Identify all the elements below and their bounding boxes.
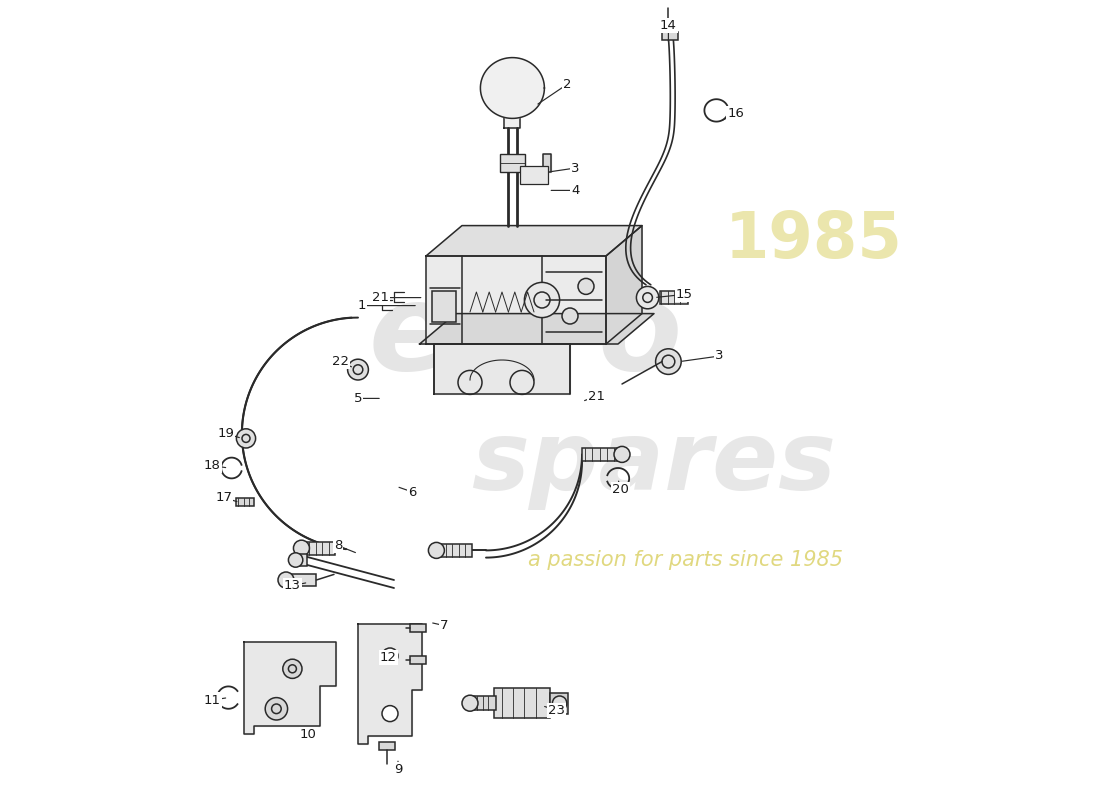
Text: 16: 16 (727, 107, 744, 120)
Text: 21: 21 (372, 291, 389, 304)
Bar (662, 32, 678, 40)
Circle shape (382, 706, 398, 722)
Text: 22: 22 (332, 355, 349, 368)
Bar (432, 291, 456, 322)
Circle shape (236, 429, 255, 448)
Circle shape (278, 572, 294, 588)
Text: spares: spares (472, 418, 836, 510)
Circle shape (265, 698, 287, 720)
Text: 18: 18 (204, 459, 221, 472)
Bar (520, 166, 549, 184)
Circle shape (614, 446, 630, 462)
Text: euro: euro (368, 278, 683, 394)
Text: 17: 17 (216, 491, 232, 504)
Circle shape (578, 278, 594, 294)
Circle shape (462, 695, 478, 711)
Circle shape (656, 349, 681, 374)
Bar (582, 448, 620, 461)
Bar (301, 542, 336, 554)
Polygon shape (481, 58, 544, 118)
Polygon shape (426, 256, 606, 344)
Bar (666, 21, 671, 32)
Text: a passion for parts since 1985: a passion for parts since 1985 (528, 550, 844, 570)
Bar (286, 574, 317, 586)
Text: 8: 8 (333, 539, 342, 552)
Circle shape (552, 696, 567, 710)
Text: 12: 12 (379, 651, 397, 664)
Polygon shape (434, 344, 570, 394)
Text: 7: 7 (440, 619, 449, 632)
Text: 2: 2 (563, 78, 572, 90)
Circle shape (283, 659, 302, 678)
Polygon shape (426, 226, 642, 256)
Bar (438, 544, 472, 557)
Polygon shape (542, 154, 551, 172)
Polygon shape (505, 116, 520, 128)
Bar (410, 624, 426, 632)
Text: 20: 20 (612, 483, 629, 496)
Circle shape (348, 359, 369, 380)
Text: 13: 13 (284, 579, 301, 592)
Bar (550, 693, 568, 714)
Bar (494, 688, 550, 718)
Polygon shape (419, 314, 654, 344)
Bar (378, 742, 395, 750)
Circle shape (288, 553, 302, 567)
Text: 1985: 1985 (725, 209, 903, 271)
Text: 21: 21 (587, 390, 605, 402)
Circle shape (562, 308, 578, 324)
Text: 1: 1 (358, 299, 366, 312)
Text: 9: 9 (394, 763, 403, 776)
Text: 23: 23 (548, 704, 565, 717)
Text: 14: 14 (660, 19, 676, 32)
Circle shape (382, 648, 398, 664)
Circle shape (428, 542, 444, 558)
Text: 19: 19 (218, 427, 234, 440)
Text: 5: 5 (354, 392, 362, 405)
Polygon shape (244, 642, 337, 734)
Text: 6: 6 (408, 486, 417, 498)
Circle shape (294, 540, 309, 556)
Polygon shape (358, 624, 422, 744)
Bar (660, 291, 688, 304)
Bar (236, 498, 254, 506)
Text: 11: 11 (204, 694, 221, 706)
Text: 4: 4 (571, 184, 580, 197)
Text: 10: 10 (300, 728, 317, 741)
Bar (294, 554, 307, 566)
Circle shape (637, 286, 659, 309)
Text: 3: 3 (571, 162, 580, 174)
Bar (499, 154, 525, 172)
Circle shape (525, 282, 560, 318)
Text: 3: 3 (715, 350, 724, 362)
Text: 15: 15 (675, 288, 693, 301)
Polygon shape (606, 226, 642, 344)
Bar (470, 696, 496, 710)
Bar (410, 656, 426, 664)
